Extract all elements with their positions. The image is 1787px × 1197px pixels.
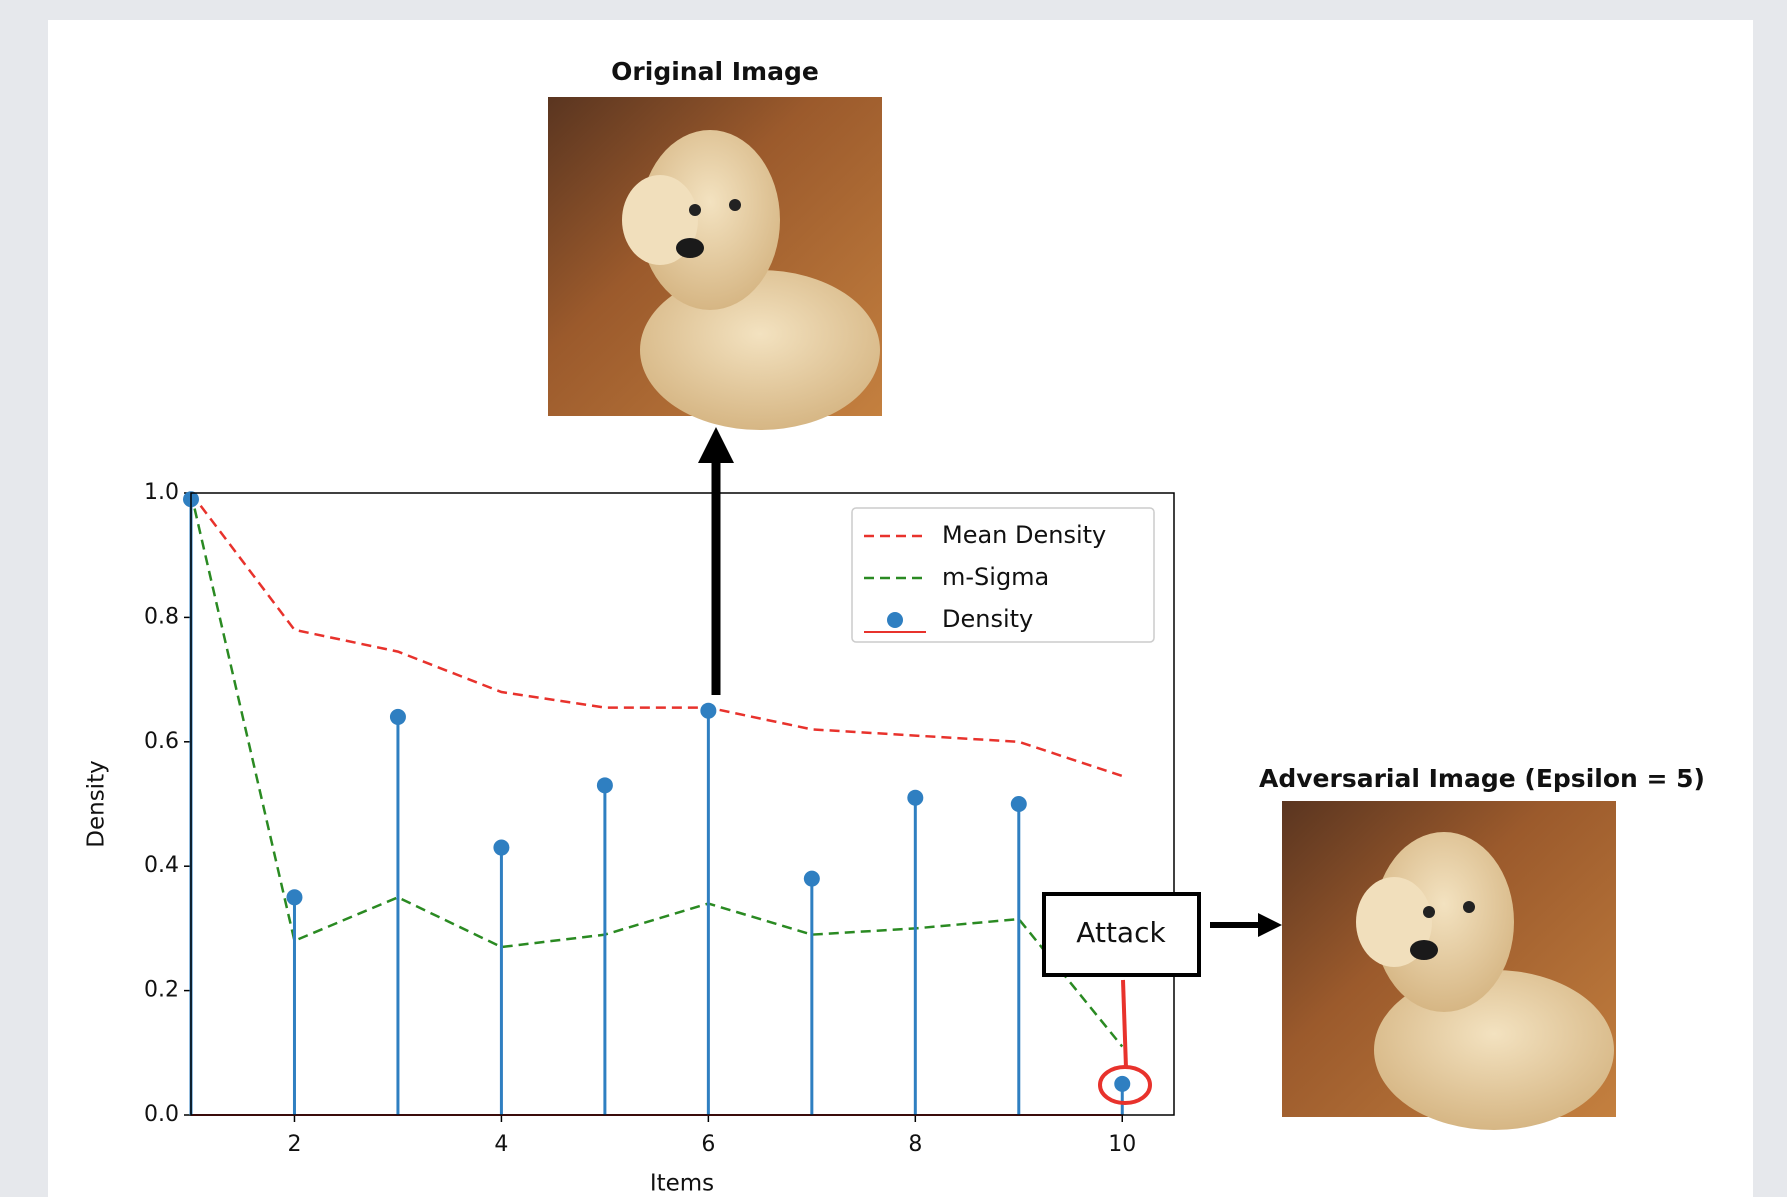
original-title: Original Image — [611, 57, 819, 86]
stem-marker — [286, 889, 302, 905]
stem-marker — [390, 709, 406, 725]
stem-marker — [804, 871, 820, 887]
y-tick-label: 0.0 — [144, 1102, 179, 1127]
y-tick-label: 0.2 — [144, 978, 179, 1003]
stem-marker — [493, 840, 509, 856]
stem-marker — [1011, 796, 1027, 812]
stem-marker — [1114, 1076, 1130, 1092]
page: {"chart_data": {"type": "stem", "annotat… — [0, 0, 1787, 1197]
y-tick-label: 1.0 — [144, 480, 179, 505]
y-tick-label: 0.4 — [144, 853, 179, 878]
y-tick-label: 0.8 — [144, 604, 179, 629]
y-axis-label: Density — [84, 760, 110, 847]
x-tick-label: 4 — [494, 1132, 508, 1157]
y-tick-label: 0.6 — [144, 729, 179, 754]
original-image — [548, 97, 882, 430]
x-tick-label: 10 — [1108, 1132, 1136, 1157]
adversarial-title: Adversarial Image (Epsilon = 5) — [1259, 764, 1705, 793]
stem-marker — [907, 790, 923, 806]
chart: Original Image Adversarial Image (Epsilo… — [0, 0, 1787, 1197]
legend-label: Density — [942, 605, 1033, 633]
attack-label: Attack — [1076, 916, 1166, 949]
legend-label: Mean Density — [942, 521, 1106, 549]
legend-swatch — [887, 612, 903, 628]
stem-marker — [700, 703, 716, 719]
x-tick-label: 6 — [701, 1132, 715, 1157]
stem-marker — [597, 777, 613, 793]
x-axis-label: Items — [650, 1171, 714, 1197]
adversarial-image — [1282, 801, 1616, 1130]
x-tick-label: 2 — [287, 1132, 301, 1157]
x-tick-label: 8 — [908, 1132, 922, 1157]
legend-label: m-Sigma — [942, 563, 1049, 591]
